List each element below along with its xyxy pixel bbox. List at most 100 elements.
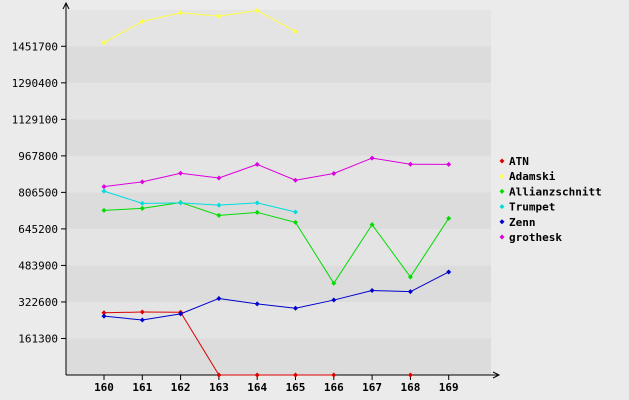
- data-point: [407, 274, 413, 280]
- series-line-segment: [180, 201, 220, 216]
- data-point: [293, 305, 298, 311]
- series-line-segment: [372, 157, 411, 165]
- series-line-segment: [103, 315, 143, 321]
- series-trumpet: [101, 188, 298, 215]
- data-point: [139, 19, 145, 25]
- data-point: [216, 202, 222, 208]
- data-point: [216, 295, 222, 301]
- data-point: [254, 200, 260, 206]
- series-line-segment: [180, 12, 219, 17]
- series-line-segment: [180, 202, 219, 206]
- y-tick-label: 1290400: [12, 77, 58, 90]
- grid-band: [66, 46, 491, 83]
- data-point: [293, 209, 298, 215]
- data-point: [254, 7, 260, 13]
- series-line-segment: [257, 211, 296, 223]
- series-line-segment: [103, 190, 143, 204]
- x-tick-label: 162: [171, 381, 191, 394]
- grid-band: [66, 10, 491, 47]
- x-axis-ticks: 160 161 162 163 164 165 166 167 168 169: [94, 375, 459, 394]
- series-line-segment: [218, 297, 258, 305]
- y-tick-label: 161300: [18, 332, 58, 345]
- data-point: [139, 205, 145, 211]
- series-line-segment: [180, 312, 220, 376]
- series-line-segment: [218, 202, 258, 206]
- data-point: [331, 170, 337, 176]
- x-tick-label: 163: [209, 381, 229, 394]
- data-point: [293, 219, 298, 225]
- legend-label: Trumpet: [509, 201, 555, 214]
- data-point: [139, 200, 145, 206]
- series-line-segment: [180, 298, 220, 315]
- legend-label: Adamski: [509, 170, 556, 183]
- series-line-segment: [371, 224, 411, 278]
- series-line-segment: [218, 211, 258, 216]
- data-point: [446, 161, 452, 167]
- data-point: [178, 200, 184, 206]
- series-line-segment: [295, 299, 334, 309]
- series-line-segment: [257, 163, 296, 181]
- grid-band: [66, 228, 491, 266]
- series-line-segment: [103, 181, 143, 188]
- x-tick-label: 169: [439, 381, 459, 394]
- y-tick-label: 645200: [18, 223, 58, 236]
- data-point: [331, 297, 337, 303]
- data-point: [446, 215, 452, 221]
- legend-marker: [499, 219, 505, 225]
- data-point: [254, 209, 260, 215]
- series-atn: [101, 309, 413, 378]
- x-axis-arrow: [492, 371, 501, 379]
- data-point: [407, 161, 413, 167]
- legend-marker: [499, 158, 505, 164]
- data-point: [216, 212, 222, 218]
- data-point: [254, 301, 260, 307]
- data-point: [293, 177, 298, 183]
- data-point: [139, 179, 145, 185]
- grid-band: [66, 338, 491, 375]
- data-point: [178, 311, 184, 317]
- legend-marker: [499, 204, 505, 210]
- data-point: [178, 170, 184, 176]
- grid-band: [66, 192, 491, 229]
- series-line-segment: [257, 202, 296, 213]
- data-point: [293, 372, 298, 378]
- series-line-segment: [256, 10, 296, 32]
- series-line-segment: [218, 163, 258, 179]
- data-point: [101, 313, 107, 319]
- series-line-segment: [103, 311, 143, 314]
- data-point: [369, 288, 375, 294]
- series-group: [101, 7, 452, 378]
- series-line-segment: [103, 21, 143, 44]
- data-point: [369, 222, 375, 228]
- x-tick-label: 168: [400, 381, 420, 394]
- legend: ATN Adamski Allianzschnitt Trumpet Zenn groth…: [499, 155, 602, 244]
- series-line-segment: [295, 222, 335, 284]
- legend-label: ATN: [509, 155, 529, 168]
- series-line-segment: [180, 172, 219, 179]
- data-point: [139, 317, 145, 323]
- y-tick-label: 1451700: [12, 40, 58, 53]
- data-point: [293, 29, 298, 35]
- grid-band: [66, 301, 491, 339]
- series-line-segment: [142, 12, 181, 23]
- data-point: [369, 155, 375, 161]
- data-point: [331, 280, 337, 286]
- data-point: [407, 372, 413, 378]
- data-point: [101, 184, 107, 190]
- grid-band: [66, 82, 491, 120]
- series-grothesk: [101, 155, 452, 190]
- series-allianzschnitt: [101, 199, 452, 286]
- data-point: [101, 207, 107, 213]
- series-line-segment: [333, 224, 373, 284]
- data-point: [101, 188, 107, 194]
- data-point: [446, 269, 452, 275]
- grid-band: [66, 155, 491, 193]
- x-tick-label: 166: [324, 381, 344, 394]
- y-tick-label: 1129100: [12, 113, 58, 126]
- series-zenn: [101, 269, 452, 323]
- data-point: [216, 372, 222, 378]
- grid-band: [66, 265, 491, 302]
- legend-marker: [499, 188, 505, 194]
- series-line-segment: [218, 9, 258, 17]
